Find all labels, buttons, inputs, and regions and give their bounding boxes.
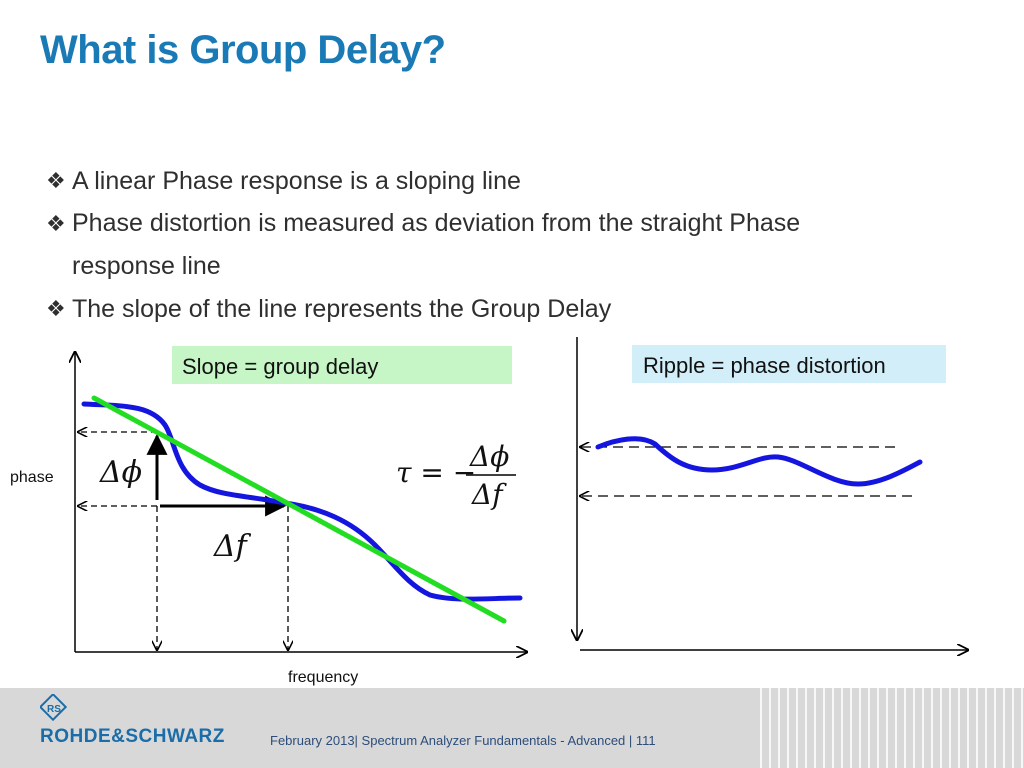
formula-numerator: Δϕ <box>469 440 509 473</box>
formula-lhs: τ = − <box>396 456 476 489</box>
bullet-list: ❖ A linear Phase response is a sloping l… <box>46 160 846 330</box>
ripple-label: Ripple = phase distortion <box>643 353 886 378</box>
footer-stripes <box>760 688 1024 768</box>
x-axis-label: frequency <box>288 669 358 686</box>
right-ripple-plot: Ripple = phase distortion <box>577 337 968 650</box>
diamond-bullet-icon: ❖ <box>46 296 66 321</box>
bullet-text: A linear Phase response is a sloping lin… <box>72 167 521 195</box>
group-delay-formula: τ = − Δϕ Δf <box>396 440 516 511</box>
diamond-bullet-icon: ❖ <box>46 211 66 236</box>
group-delay-diagram: Slope = group delay phase frequency Δϕ Δ… <box>10 337 1024 686</box>
delta-f-label: Δf <box>213 529 252 564</box>
footer-bar: RS ROHDE&SCHWARZ February 2013| Spectrum… <box>0 688 1024 768</box>
delta-phi-label: Δϕ <box>99 455 142 490</box>
rohde-schwarz-logo-icon: RS <box>40 694 68 722</box>
bullet-item: ❖ A linear Phase response is a sloping l… <box>46 160 846 202</box>
linear-fit-line <box>91 395 507 624</box>
footer-info: February 2013| Spectrum Analyzer Fundame… <box>270 733 656 748</box>
slope-label-box <box>172 346 512 384</box>
left-phase-plot: Slope = group delay phase frequency Δϕ Δ… <box>10 346 527 686</box>
bullet-text: Phase distortion is measured as deviatio… <box>72 209 801 280</box>
ripple-curve <box>595 436 923 487</box>
ripple-label-box <box>632 345 946 383</box>
diamond-bullet-icon: ❖ <box>46 168 66 193</box>
slide-title: What is Group Delay? <box>40 28 446 72</box>
svg-text:RS: RS <box>47 704 61 715</box>
bullet-item: ❖ The slope of the line represents the G… <box>46 288 846 330</box>
formula-denominator: Δf <box>471 478 507 511</box>
brand-name: ROHDE&SCHWARZ <box>40 726 225 747</box>
phase-response-curve <box>81 401 523 602</box>
y-axis-label: phase <box>10 469 54 486</box>
bullet-text: The slope of the line represents the Gro… <box>72 295 612 323</box>
slope-label: Slope = group delay <box>182 354 378 379</box>
bullet-item: ❖ Phase distortion is measured as deviat… <box>46 202 846 288</box>
